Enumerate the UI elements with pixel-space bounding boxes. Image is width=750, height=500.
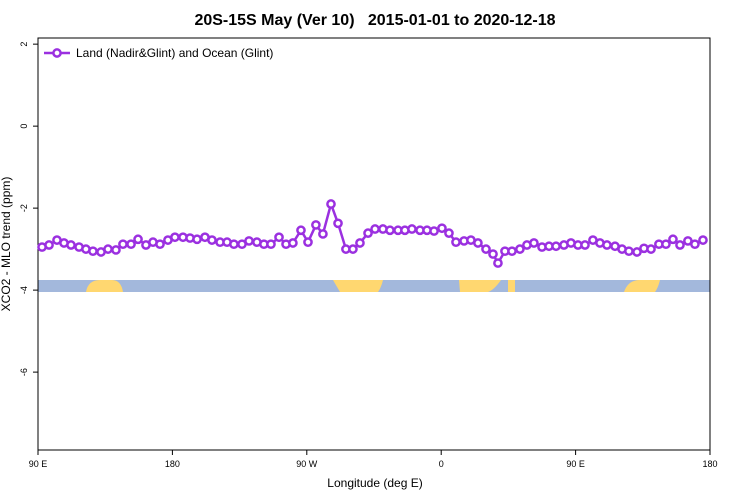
data-point: [348, 244, 358, 254]
data-point: [266, 239, 276, 250]
data-point: [675, 240, 685, 250]
data-point: [326, 199, 336, 209]
land-ocean-strip: [38, 280, 710, 292]
data-point: [668, 234, 678, 245]
data-point: [111, 245, 121, 255]
data-point: [296, 225, 306, 236]
y-tick-label: 2: [19, 42, 29, 47]
x-axis-label: Longitude (deg E): [327, 476, 422, 490]
data-point: [88, 246, 98, 257]
y-tick-label: -4: [19, 286, 29, 294]
data-point: [103, 244, 113, 254]
data-point: [632, 247, 642, 257]
data-point: [602, 240, 612, 250]
data-point: [288, 238, 298, 248]
data-point: [551, 241, 561, 252]
x-tick-label: 90 E: [29, 459, 48, 469]
legend-marker: [52, 48, 62, 58]
data-point: [192, 234, 202, 245]
data-point: [355, 238, 365, 248]
data-point: [473, 238, 483, 248]
data-point: [407, 224, 417, 234]
data-point: [303, 237, 313, 248]
data-point: [133, 234, 143, 245]
x-tick-label: 90 W: [296, 459, 318, 469]
data-point: [529, 238, 539, 248]
data-point: [44, 240, 54, 250]
land-segment: [333, 280, 383, 292]
data-point: [66, 240, 76, 250]
data-point: [488, 249, 498, 259]
data-point: [507, 246, 517, 257]
data-point: [274, 232, 284, 243]
land-segment: [459, 280, 501, 292]
data-point: [515, 244, 525, 254]
data-point: [155, 239, 165, 250]
data-point: [661, 239, 671, 250]
data-point: [318, 229, 328, 239]
data-point: [311, 220, 321, 230]
land-segment: [624, 280, 660, 292]
data-point: [698, 235, 708, 245]
data-point: [385, 225, 395, 236]
data-point: [624, 246, 634, 257]
data-point: [451, 237, 461, 248]
data-point: [437, 223, 447, 234]
data-point: [126, 239, 136, 250]
plot-frame: [37, 37, 711, 451]
data-point: [207, 235, 217, 245]
data-point: [580, 240, 590, 250]
data-point: [444, 228, 454, 238]
data-point: [229, 239, 239, 250]
data-point: [118, 239, 128, 250]
data-point: [429, 226, 439, 236]
data-point: [370, 224, 380, 234]
x-tick-label: 180: [165, 459, 180, 469]
y-tick-label: -2: [19, 204, 29, 212]
chart-title: 20S-15S May (Ver 10) 2015-01-01 to 2020-…: [194, 12, 555, 29]
x-tick-label: 0: [439, 459, 444, 469]
data-point: [333, 218, 343, 229]
data-point: [363, 228, 373, 238]
y-tick-label: -6: [19, 368, 29, 376]
land-segment: [86, 280, 123, 292]
x-tick-label: 180: [702, 459, 717, 469]
land-segment: [508, 280, 515, 292]
data-point: [244, 236, 254, 246]
data-point: [481, 244, 491, 254]
data-point: [170, 232, 180, 243]
x-tick-label: 90 E: [566, 459, 585, 469]
y-axis-label: XCO2 - MLO trend (ppm): [0, 177, 13, 312]
data-point: [646, 244, 656, 254]
legend-label: Land (Nadir&Glint) and Ocean (Glint): [76, 46, 273, 60]
data-point: [493, 258, 503, 268]
data-point: [690, 239, 700, 250]
y-tick-label: 0: [19, 124, 29, 129]
